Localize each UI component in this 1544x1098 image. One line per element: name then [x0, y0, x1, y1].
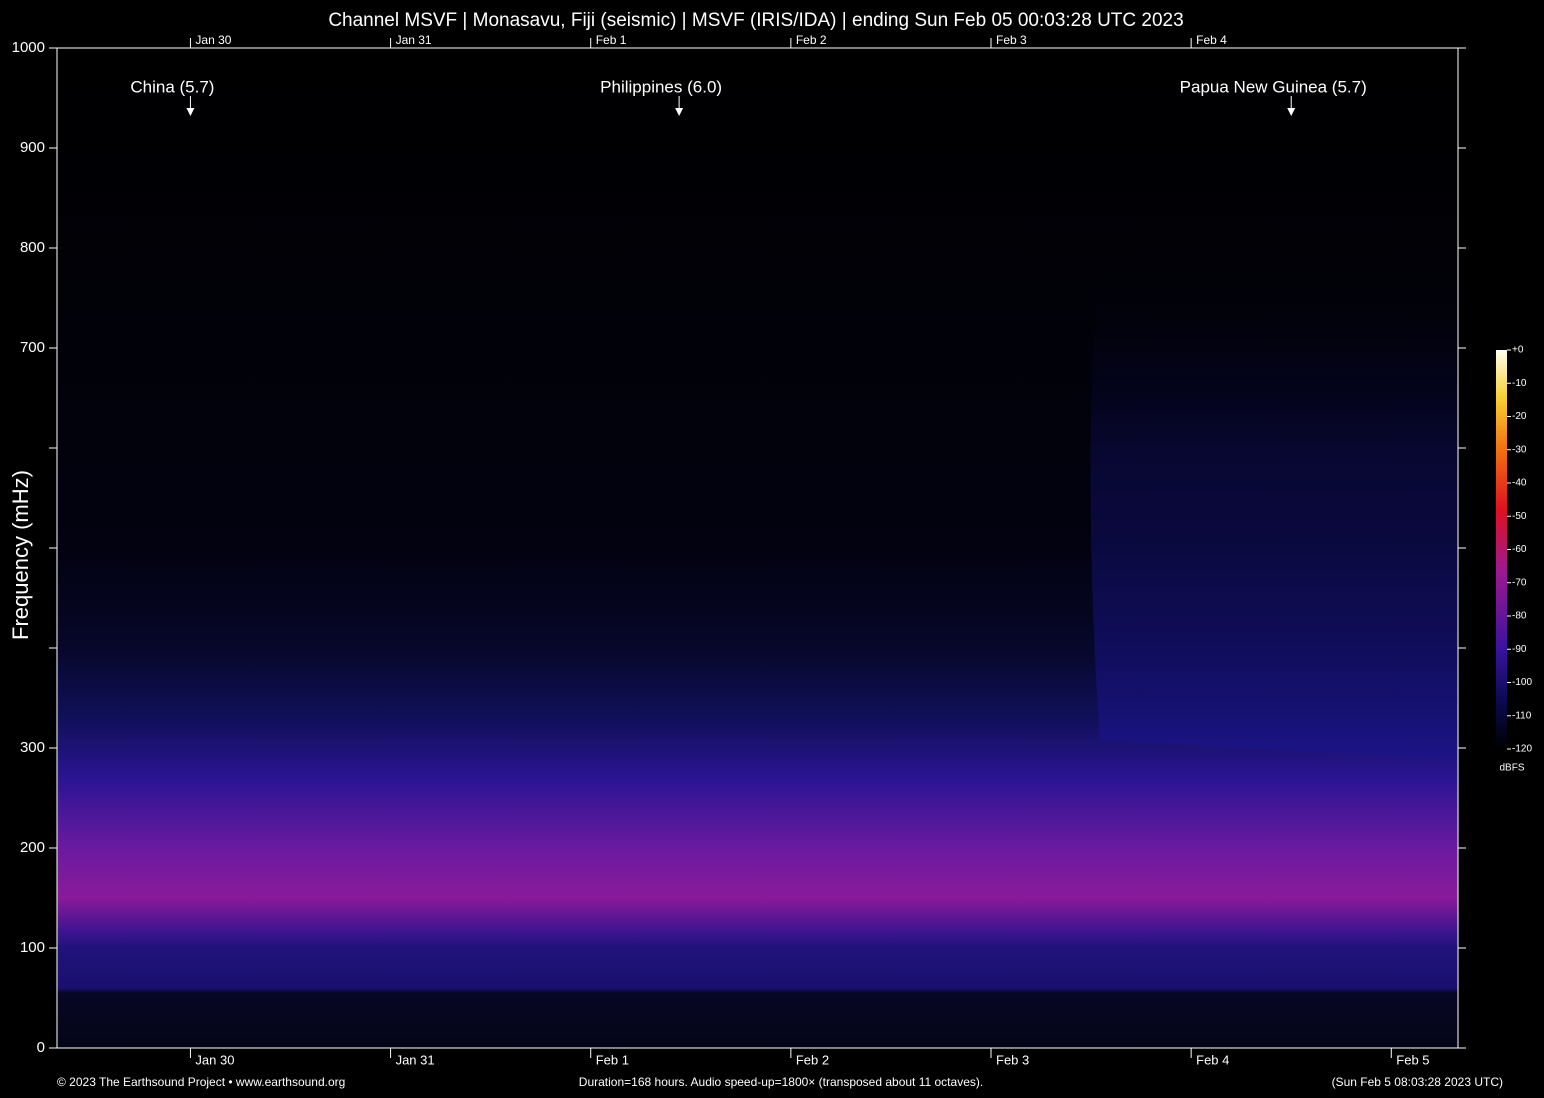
annotation: Philippines (6.0) — [600, 77, 722, 96]
x-tick-label: Jan 31 — [396, 1052, 435, 1067]
x2-tick-label: Feb 4 — [1196, 33, 1227, 47]
colorbar-tick-label: -100 — [1512, 677, 1532, 688]
x-tick-label: Feb 1 — [596, 1052, 629, 1067]
colorbar-label: dBFS — [1499, 763, 1524, 774]
y-tick-label: 800 — [20, 239, 45, 256]
colorbar-tick-label: -40 — [1512, 478, 1527, 489]
y-tick-label: 700 — [20, 339, 45, 356]
x-tick-label: Jan 30 — [195, 1052, 234, 1067]
y-tick-label: 900 — [20, 139, 45, 156]
y-tick-label: 300 — [20, 739, 45, 756]
colorbar-tick-label: -30 — [1512, 444, 1527, 455]
colorbar-tick-label: -50 — [1512, 511, 1527, 522]
colorbar — [1496, 350, 1507, 749]
annotation: Papua New Guinea (5.7) — [1180, 77, 1367, 96]
footer-center: Duration=168 hours. Audio speed-up=1800×… — [579, 1075, 983, 1089]
colorbar-tick-label: -90 — [1512, 644, 1527, 655]
annotation-arrowhead — [675, 108, 684, 116]
footer-right: (Sun Feb 5 08:03:28 2023 UTC) — [1332, 1075, 1503, 1089]
x2-tick-label: Feb 3 — [996, 33, 1027, 47]
x-tick-label: Feb 5 — [1396, 1052, 1429, 1067]
colorbar-tick-label: -120 — [1512, 744, 1532, 755]
y-axis-label: Frequency (mHz) — [8, 470, 33, 640]
chart-title: Channel MSVF | Monasavu, Fiji (seismic) … — [328, 10, 1183, 31]
footer-left: © 2023 The Earthsound Project • www.eart… — [57, 1075, 345, 1089]
annotation-arrowhead — [186, 108, 195, 116]
colorbar-tick-label: -110 — [1512, 710, 1532, 721]
colorbar-tick-label: -10 — [1512, 378, 1527, 389]
annotation-arrowhead — [1287, 108, 1296, 116]
annotation: China (5.7) — [130, 77, 214, 96]
x2-tick-label: Jan 30 — [195, 33, 231, 47]
y-tick-label: 1000 — [12, 39, 45, 56]
x2-tick-label: Feb 1 — [596, 33, 627, 47]
y-tick-label: 200 — [20, 839, 45, 856]
spectrogram-plume — [1090, 250, 1458, 760]
x2-tick-label: Jan 31 — [396, 33, 432, 47]
x2-tick-label: Feb 2 — [796, 33, 827, 47]
x-tick-label: Feb 3 — [996, 1052, 1029, 1067]
colorbar-tick-label: +0 — [1512, 345, 1524, 356]
x-tick-label: Feb 2 — [796, 1052, 829, 1067]
x-tick-label: Feb 4 — [1196, 1052, 1229, 1067]
y-tick-label: 100 — [20, 939, 45, 956]
colorbar-tick-label: -60 — [1512, 544, 1527, 555]
colorbar-tick-label: -70 — [1512, 577, 1527, 588]
colorbar-tick-label: -20 — [1512, 411, 1527, 422]
colorbar-tick-label: -80 — [1512, 611, 1527, 622]
y-tick-label: 0 — [37, 1039, 45, 1056]
